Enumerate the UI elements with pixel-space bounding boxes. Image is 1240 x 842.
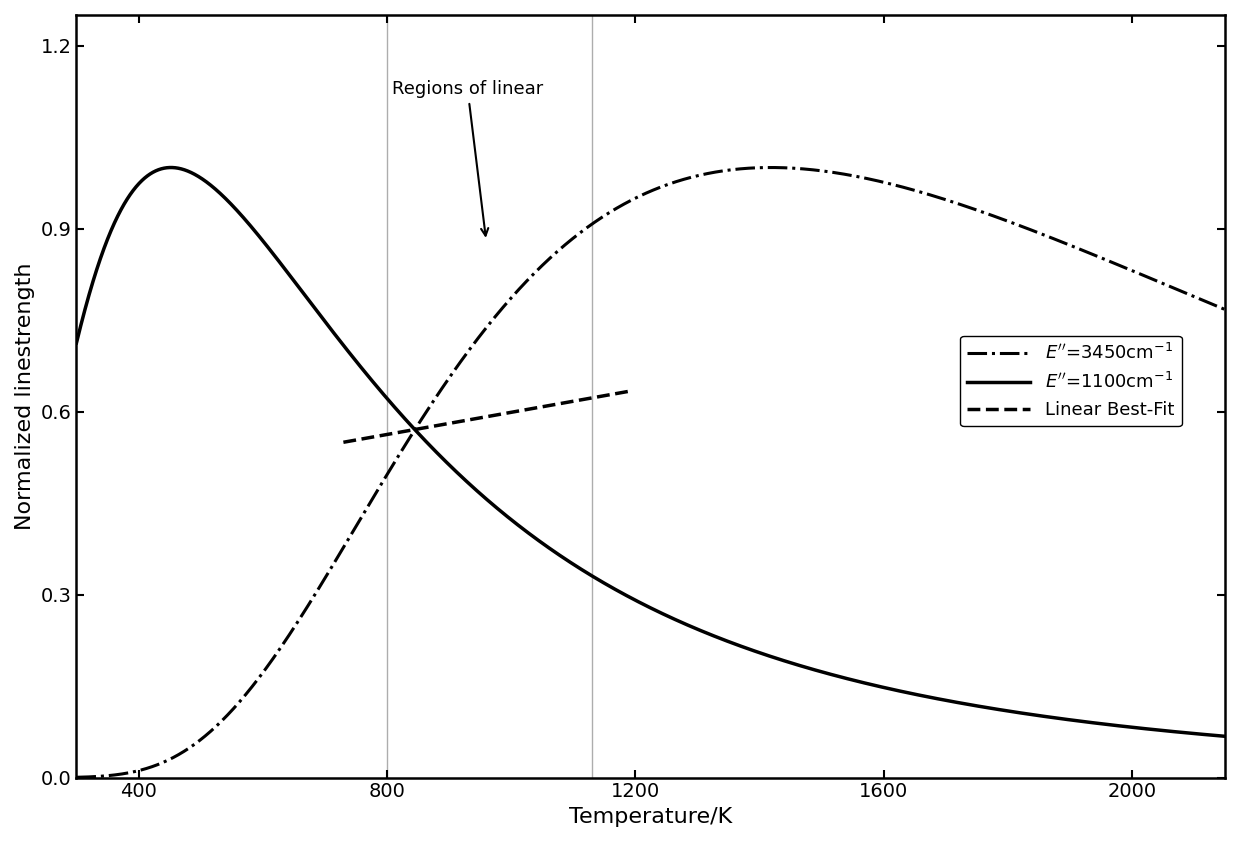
Line: $E''$=3450cm$^{-1}$: $E''$=3450cm$^{-1}$ (77, 168, 1225, 777)
$E''$=1100cm$^{-1}$ (164, 163, 179, 173)
Y-axis label: Normalized linestrength: Normalized linestrength (15, 263, 35, 530)
$E''$=1100cm$^{-1}$ (298, 290, 312, 301)
Linear Best-Fit (471, 413, 486, 424)
Line: $E''$=1100cm$^{-1}$: $E''$=1100cm$^{-1}$ (77, 168, 1225, 736)
$E''$=3450cm$^{-1}$ (941, 195, 956, 205)
Linear Best-Fit (336, 437, 351, 447)
X-axis label: Temperature/K: Temperature/K (569, 807, 733, 827)
Text: Regions of linear: Regions of linear (392, 80, 543, 236)
$E''$=3450cm$^{-1}$ (1040, 232, 1055, 242)
Legend: $E''$=3450cm$^{-1}$, $E''$=1100cm$^{-1}$, Linear Best-Fit: $E''$=3450cm$^{-1}$, $E''$=1100cm$^{-1}$… (960, 336, 1182, 426)
Linear Best-Fit (621, 386, 636, 397)
Linear Best-Fit (615, 387, 630, 397)
$E''$=3450cm$^{-1}$ (764, 163, 779, 173)
$E''$=1100cm$^{-1}$ (744, 645, 759, 655)
$E''$=1100cm$^{-1}$ (941, 695, 956, 706)
$E''$=1100cm$^{-1}$ (445, 463, 460, 473)
$E''$=3450cm$^{-1}$ (744, 163, 759, 173)
$E''$=1100cm$^{-1}$ (1159, 726, 1174, 736)
$E''$=3450cm$^{-1}$ (69, 772, 84, 782)
$E''$=3450cm$^{-1}$ (1218, 305, 1233, 315)
$E''$=3450cm$^{-1}$ (1159, 280, 1174, 290)
Linear Best-Fit (491, 410, 506, 420)
$E''$=1100cm$^{-1}$ (1218, 731, 1233, 741)
$E''$=3450cm$^{-1}$ (298, 605, 312, 616)
Linear Best-Fit (570, 396, 585, 406)
Linear Best-Fit (474, 413, 489, 423)
Line: Linear Best-Fit: Linear Best-Fit (343, 392, 629, 442)
$E''$=1100cm$^{-1}$ (69, 338, 84, 348)
Linear Best-Fit (506, 407, 521, 417)
$E''$=1100cm$^{-1}$ (1040, 711, 1055, 722)
$E''$=3450cm$^{-1}$ (445, 369, 460, 379)
